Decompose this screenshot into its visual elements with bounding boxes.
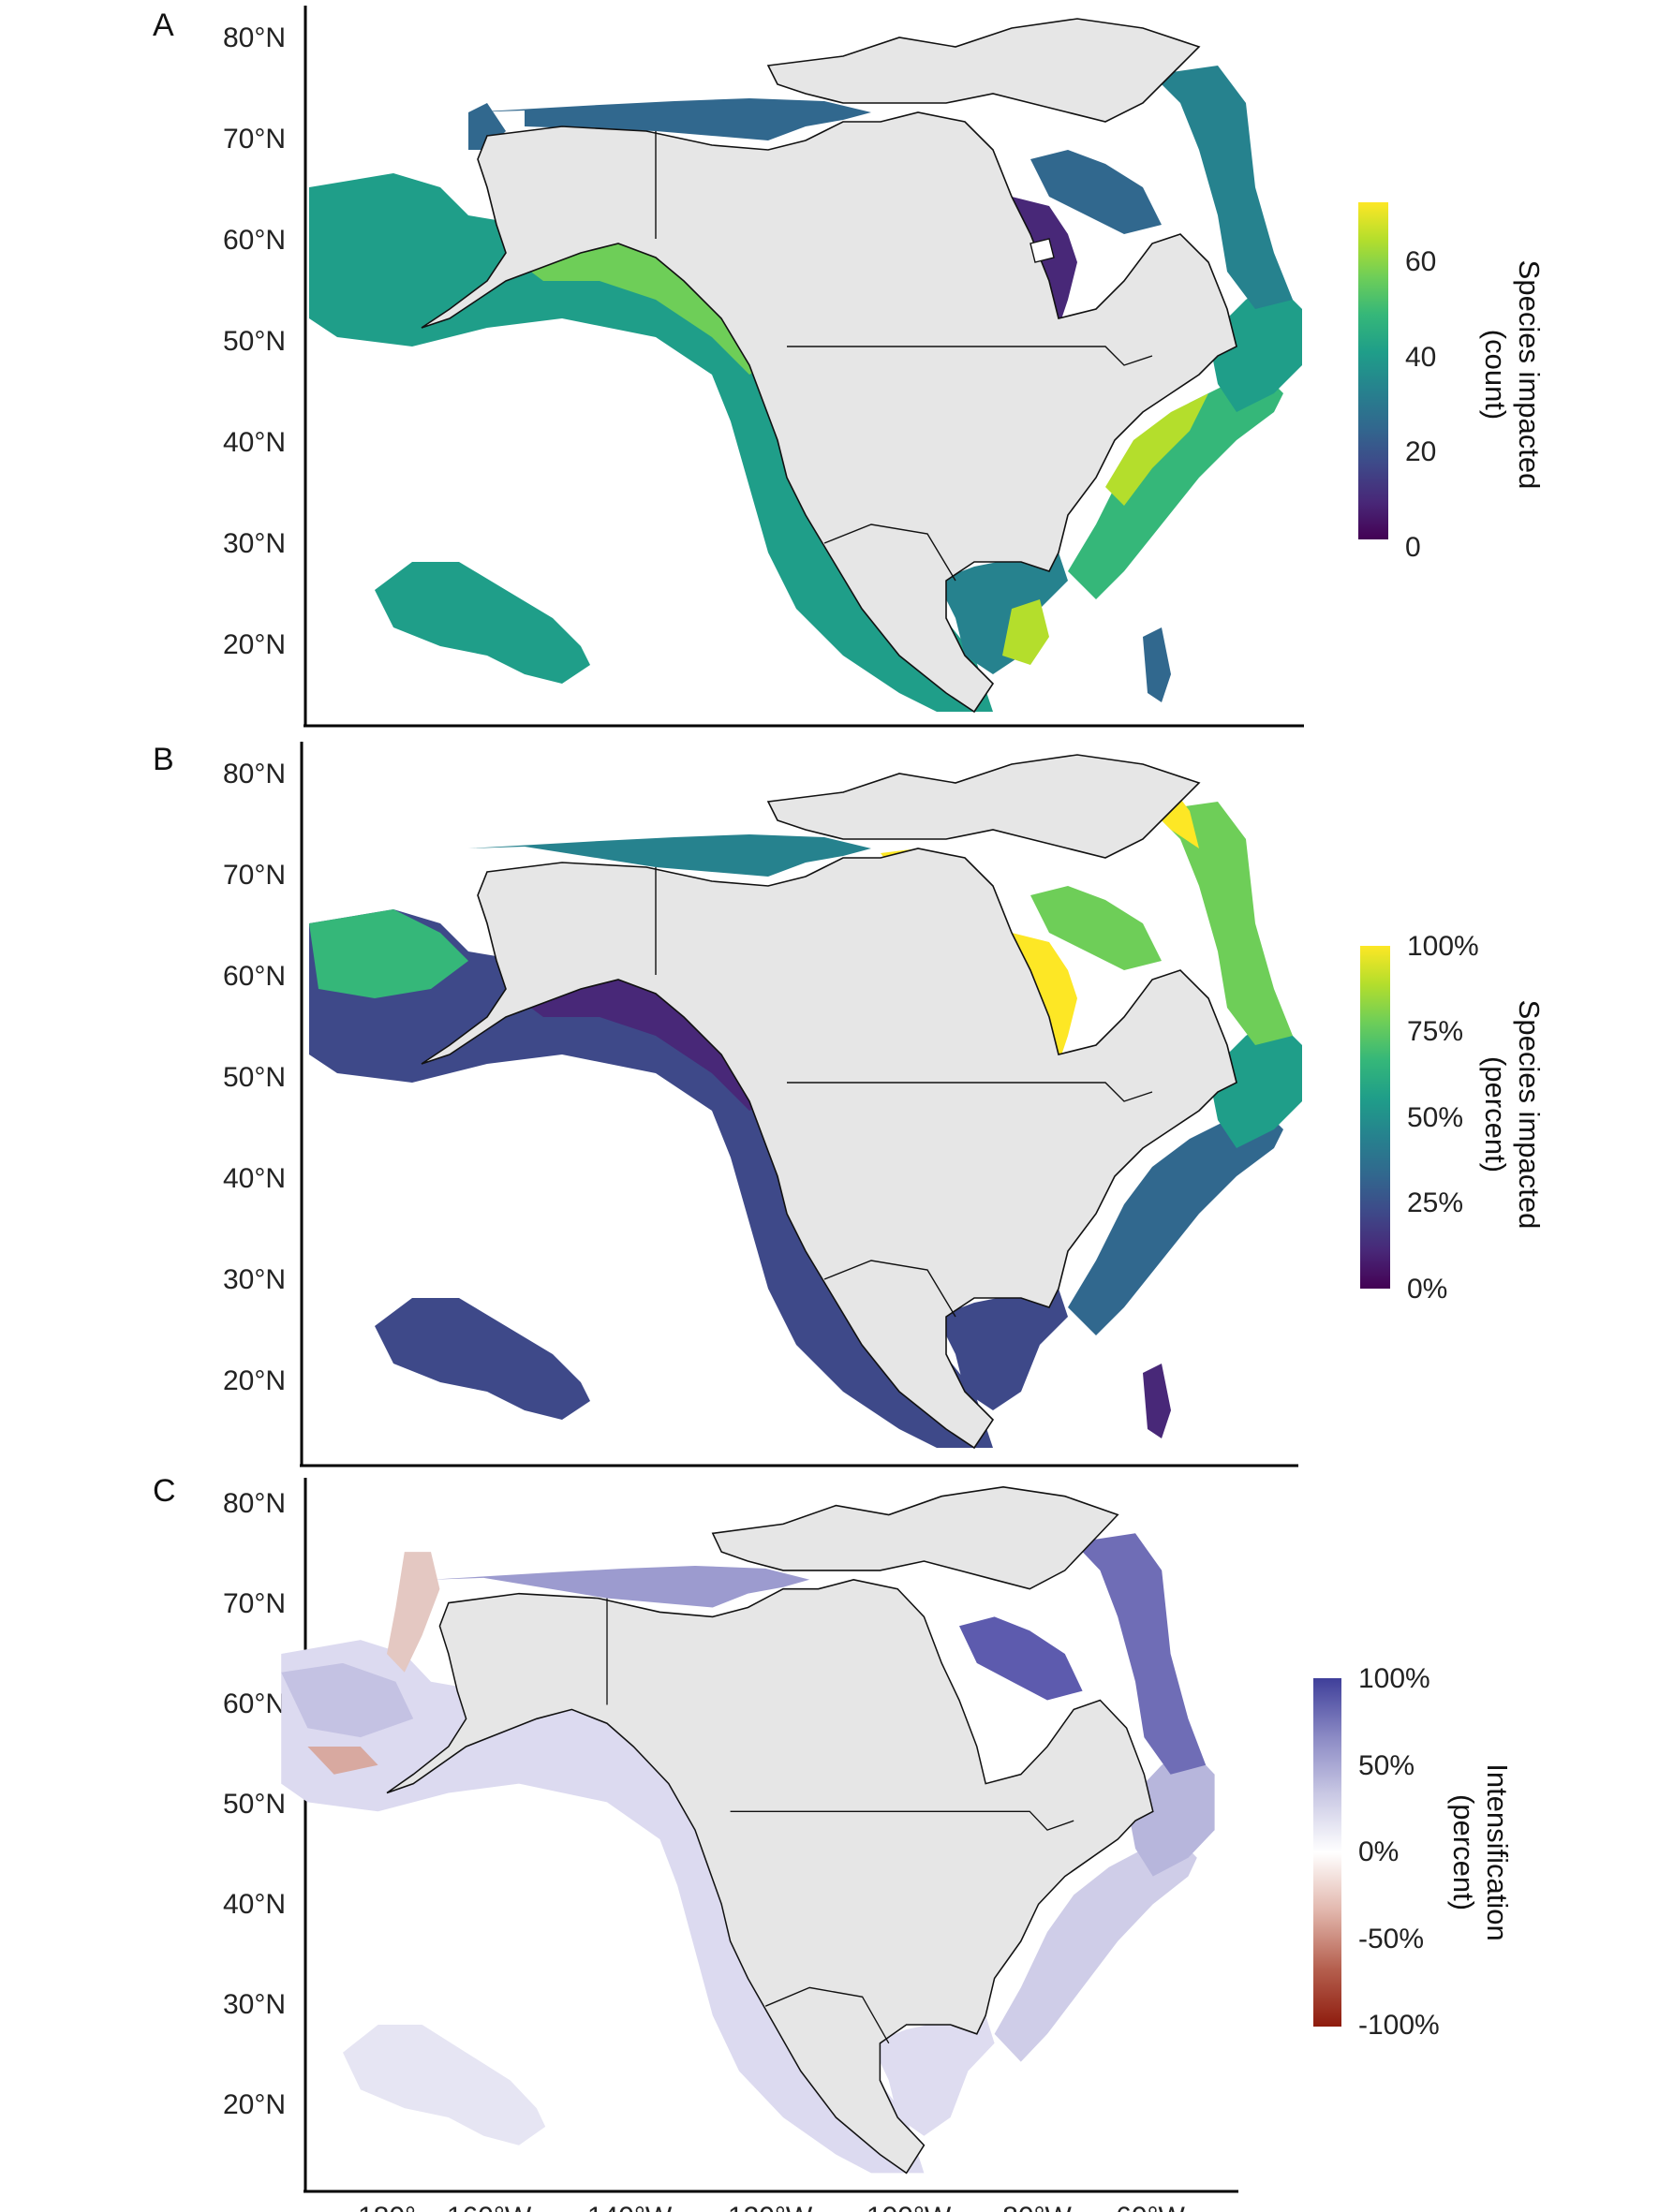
- country-border: [787, 346, 1153, 366]
- lat-tick-label: 80°N: [223, 22, 286, 53]
- lon-tick-label: 120°W: [728, 2202, 813, 2212]
- legend-label: -100%: [1358, 2010, 1440, 2041]
- ocean-impact-layer: [281, 1533, 1215, 2174]
- north-america-land: [421, 848, 1237, 1450]
- lon-tick-label: 140°W: [587, 2202, 673, 2212]
- panel-b: B 80°N 70°N 60°N 50°N 40°N 30°N 20°N: [153, 742, 1546, 1467]
- legend: 60 40 20 0 Species impacted (count): [1358, 202, 1546, 563]
- lat-tick-label: 20°N: [223, 1365, 286, 1396]
- north-america-land: [421, 111, 1237, 714]
- panel-letter: A: [153, 7, 174, 43]
- country-border: [764, 1986, 890, 2044]
- lat-tick-label: 70°N: [223, 1588, 286, 1619]
- lat-tick-label: 70°N: [223, 860, 286, 891]
- lat-tick-label: 50°N: [223, 1062, 286, 1093]
- country-border: [730, 1810, 1074, 1831]
- lat-tick-label: 30°N: [223, 1989, 286, 2020]
- map: [309, 754, 1302, 1450]
- lon-tick-label: 160°W: [447, 2202, 532, 2212]
- lat-tick-label: 50°N: [223, 326, 286, 357]
- lat-tick-label: 50°N: [223, 1789, 286, 1820]
- legend-label: 40: [1405, 342, 1436, 373]
- legend-title: Species impacted: [1513, 260, 1546, 490]
- lat-tick-label: 80°N: [223, 1488, 286, 1519]
- legend-colorbar: [1313, 1678, 1341, 2027]
- legend-colorbar: [1358, 202, 1388, 539]
- legend-title: Intensification: [1481, 1763, 1514, 1941]
- lon-tick-label: 100°W: [867, 2202, 952, 2212]
- panel-c: C 80°N 70°N 60°N 50°N 40°N 30°N 20°N 180…: [153, 1473, 1514, 2212]
- map: [309, 18, 1302, 714]
- country-border: [787, 1082, 1153, 1102]
- lat-tick-label: 60°N: [223, 225, 286, 256]
- legend-label: 100%: [1407, 931, 1479, 962]
- legend-colorbar: [1360, 946, 1390, 1289]
- lat-tick-label: 20°N: [223, 629, 286, 660]
- arctic-islands: [711, 1485, 1119, 1590]
- legend-label: 0%: [1407, 1274, 1447, 1305]
- lat-tick-label: 70°N: [223, 124, 286, 155]
- lat-axis: 80°N 70°N 60°N 50°N 40°N 30°N 20°N: [223, 22, 286, 660]
- lon-axis: 180° 160°W 140°W 120°W 100°W 80°W 60°W: [358, 2202, 1186, 2212]
- legend-subtitle: (percent): [1447, 1794, 1480, 1910]
- map: [281, 1485, 1215, 2175]
- legend: 100% 50% 0% -50% -100% Intensification (…: [1313, 1663, 1514, 2041]
- legend-label: 0: [1405, 532, 1421, 563]
- lon-tick-label: 180°: [358, 2202, 416, 2212]
- arctic-islands: [766, 18, 1201, 123]
- legend-subtitle: (count): [1479, 330, 1512, 420]
- lon-tick-label: 80°W: [1002, 2202, 1072, 2212]
- lat-tick-label: 40°N: [223, 1889, 286, 1920]
- lat-tick-label: 20°N: [223, 2089, 286, 2120]
- legend: 100% 75% 50% 25% 0% Species impacted (pe…: [1360, 931, 1546, 1305]
- lon-tick-label: 60°W: [1116, 2202, 1185, 2212]
- lat-tick-label: 40°N: [223, 1163, 286, 1194]
- hudson-bay-island: [1029, 238, 1055, 263]
- legend-label: 75%: [1407, 1016, 1463, 1047]
- lat-tick-label: 30°N: [223, 1264, 286, 1295]
- north-america-land: [386, 1578, 1154, 2175]
- lat-tick-label: 40°N: [223, 427, 286, 458]
- arctic-islands: [766, 754, 1201, 859]
- lat-tick-label: 80°N: [223, 759, 286, 789]
- legend-label: 100%: [1358, 1663, 1430, 1694]
- country-border: [823, 524, 956, 582]
- panel-letter: B: [153, 742, 174, 777]
- panel-letter: C: [153, 1473, 176, 1509]
- legend-label: 60: [1405, 246, 1436, 277]
- legend-label: 0%: [1358, 1836, 1399, 1867]
- lat-axis: 80°N 70°N 60°N 50°N 40°N 30°N 20°N: [223, 759, 286, 1396]
- legend-label: 25%: [1407, 1187, 1463, 1218]
- lat-tick-label: 30°N: [223, 528, 286, 559]
- legend-title: Species impacted: [1513, 1000, 1546, 1230]
- legend-label: 50%: [1358, 1750, 1415, 1781]
- panel-a: A 80°N 70°N 60°N 50°N 40°N 30°N 20°N: [153, 6, 1546, 728]
- legend-label: 20: [1405, 436, 1436, 467]
- lat-tick-label: 60°N: [223, 961, 286, 992]
- country-border: [823, 1260, 956, 1318]
- legend-subtitle: (percent): [1479, 1056, 1512, 1172]
- legend-label: 50%: [1407, 1102, 1463, 1133]
- lat-axis: 80°N 70°N 60°N 50°N 40°N 30°N 20°N: [223, 1488, 286, 2120]
- legend-label: -50%: [1358, 1924, 1424, 1954]
- lat-tick-label: 60°N: [223, 1688, 286, 1719]
